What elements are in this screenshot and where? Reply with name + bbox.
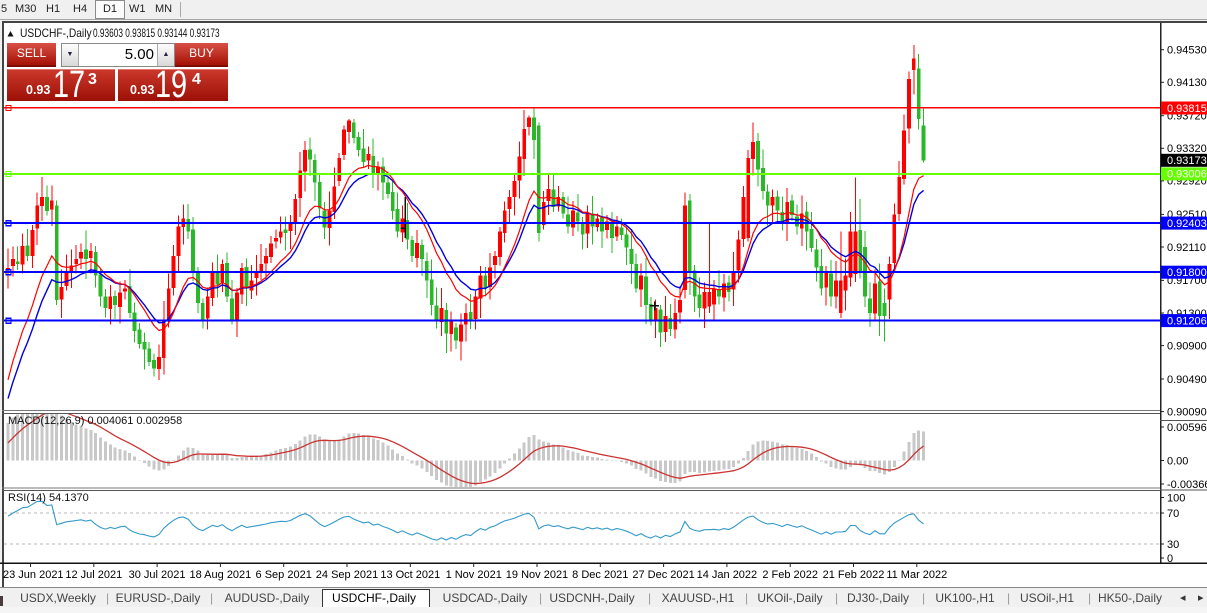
svg-text:30: 30 xyxy=(1167,539,1179,551)
svg-text:0.93006: 0.93006 xyxy=(1167,169,1207,181)
svg-text:-0.00366: -0.00366 xyxy=(1167,479,1207,491)
svg-text:0: 0 xyxy=(1167,553,1173,565)
svg-text:0.93173: 0.93173 xyxy=(1167,155,1207,167)
svg-text:0.93320: 0.93320 xyxy=(1167,143,1207,155)
svg-text:8 Dec 2021: 8 Dec 2021 xyxy=(572,569,628,581)
svg-text:13 Oct 2021: 13 Oct 2021 xyxy=(380,569,440,581)
svg-text:19 Nov 2021: 19 Nov 2021 xyxy=(506,569,568,581)
svg-text:0.93815: 0.93815 xyxy=(1167,103,1207,115)
svg-text:30 Jul 2021: 30 Jul 2021 xyxy=(129,569,186,581)
svg-text:USDCHF-,Daily: USDCHF-,Daily xyxy=(20,27,92,40)
svg-text:0.90490: 0.90490 xyxy=(1167,374,1207,386)
svg-text:21 Feb 2022: 21 Feb 2022 xyxy=(823,569,885,581)
svg-text:11 Mar 2022: 11 Mar 2022 xyxy=(886,569,947,581)
svg-text:0.93603 0.93815 0.93144 0.9317: 0.93603 0.93815 0.93144 0.93173 xyxy=(93,28,220,41)
svg-text:0.91800: 0.91800 xyxy=(1167,267,1207,279)
svg-text:0.90900: 0.90900 xyxy=(1167,340,1207,352)
svg-text:2 Feb 2022: 2 Feb 2022 xyxy=(762,569,818,581)
svg-text:RSI(14) 54.1370: RSI(14) 54.1370 xyxy=(8,492,89,504)
svg-text:0.00: 0.00 xyxy=(1167,455,1188,467)
svg-text:23 Jun 2021: 23 Jun 2021 xyxy=(3,569,64,581)
svg-text:0.94530: 0.94530 xyxy=(1167,45,1207,57)
svg-text:0.92403: 0.92403 xyxy=(1167,218,1207,230)
svg-text:1 Nov 2021: 1 Nov 2021 xyxy=(446,569,502,581)
svg-text:0.90090: 0.90090 xyxy=(1167,406,1207,418)
svg-text:24 Sep 2021: 24 Sep 2021 xyxy=(316,569,378,581)
svg-text:18 Aug 2021: 18 Aug 2021 xyxy=(190,569,252,581)
svg-text:12 Jul 2021: 12 Jul 2021 xyxy=(65,569,122,581)
svg-text:0.005963: 0.005963 xyxy=(1167,422,1207,434)
svg-text:100: 100 xyxy=(1167,492,1185,504)
svg-text:6 Sep 2021: 6 Sep 2021 xyxy=(256,569,312,581)
svg-text:70: 70 xyxy=(1167,508,1179,520)
svg-text:MACD(12,26,9) 0.004061 0.00295: MACD(12,26,9) 0.004061 0.002958 xyxy=(8,415,182,427)
svg-text:0.91206: 0.91206 xyxy=(1167,315,1207,327)
svg-text:27 Dec 2021: 27 Dec 2021 xyxy=(632,569,694,581)
svg-text:14 Jan 2022: 14 Jan 2022 xyxy=(697,569,758,581)
svg-text:0.94130: 0.94130 xyxy=(1167,77,1207,89)
svg-text:0.92110: 0.92110 xyxy=(1167,242,1206,254)
